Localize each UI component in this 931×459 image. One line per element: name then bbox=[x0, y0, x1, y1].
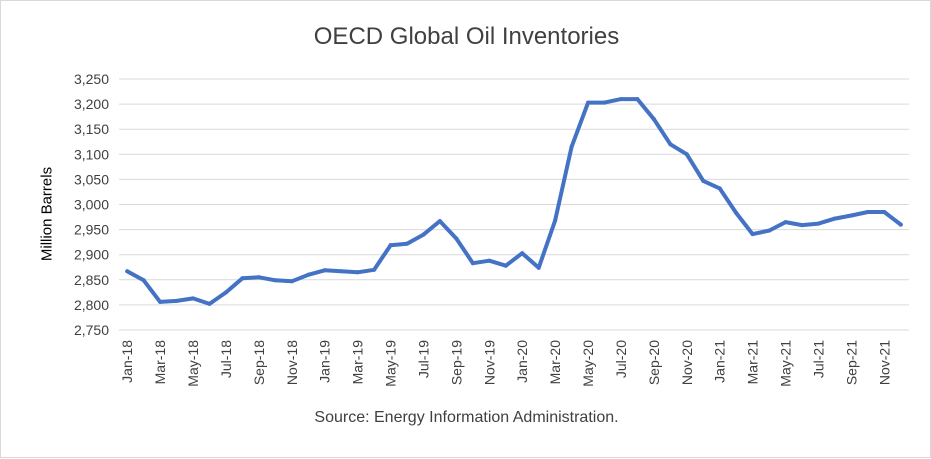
y-tick-label: 3,200 bbox=[74, 96, 109, 112]
y-tick-label: 3,000 bbox=[74, 197, 109, 213]
data-point bbox=[503, 263, 508, 268]
data-point bbox=[898, 222, 903, 227]
y-tick-label: 2,950 bbox=[74, 222, 109, 238]
x-tick-label: Sep-19 bbox=[448, 340, 464, 385]
data-point bbox=[273, 278, 278, 283]
data-point bbox=[684, 152, 689, 157]
x-tick-label: Jul-20 bbox=[613, 340, 629, 378]
x-tick-label: Mar-19 bbox=[350, 340, 366, 385]
y-tick-label: 3,150 bbox=[74, 121, 109, 137]
data-point bbox=[322, 268, 327, 273]
x-tick-label: May-20 bbox=[580, 340, 596, 387]
y-tick-labels: 2,750 2,800 2,850 2,900 2,950 3,000 3,050 3,100… bbox=[74, 71, 109, 338]
data-point bbox=[421, 232, 426, 237]
x-tick-label: Jan-20 bbox=[514, 340, 530, 383]
x-tick-label: Mar-21 bbox=[745, 340, 761, 385]
data-point bbox=[586, 100, 591, 105]
x-tick-label: May-21 bbox=[778, 340, 794, 387]
data-point bbox=[701, 178, 706, 183]
data-point bbox=[602, 100, 607, 105]
data-point bbox=[717, 186, 722, 191]
x-tick-label: Jul-19 bbox=[415, 340, 431, 378]
data-point bbox=[240, 276, 245, 281]
y-tick-label: 2,800 bbox=[74, 297, 109, 313]
data-point bbox=[800, 223, 805, 228]
data-point bbox=[339, 269, 344, 274]
data-point bbox=[865, 210, 870, 215]
data-point bbox=[569, 144, 574, 149]
data-point bbox=[734, 211, 739, 216]
x-tick-label: Nov-18 bbox=[284, 340, 300, 385]
data-point bbox=[372, 267, 377, 272]
data-point bbox=[207, 301, 212, 306]
x-tick-label: Nov-20 bbox=[679, 340, 695, 385]
data-point bbox=[158, 299, 163, 304]
x-tick-label: Sep-18 bbox=[251, 340, 267, 385]
x-tick-label: Nov-21 bbox=[876, 340, 892, 385]
y-tick-label: 3,250 bbox=[74, 71, 109, 87]
y-tick-label: 2,750 bbox=[74, 322, 109, 338]
data-point bbox=[174, 298, 179, 303]
data-point bbox=[767, 228, 772, 233]
data-point bbox=[651, 117, 656, 122]
x-tick-label: Jul-18 bbox=[218, 340, 234, 378]
data-point bbox=[405, 241, 410, 246]
data-point bbox=[668, 142, 673, 147]
data-point bbox=[355, 270, 360, 275]
data-point bbox=[437, 219, 442, 224]
data-point bbox=[470, 261, 475, 266]
x-tick-label: May-18 bbox=[185, 340, 201, 387]
x-tick-label: Jul-21 bbox=[810, 340, 826, 378]
data-point bbox=[289, 279, 294, 284]
data-point bbox=[191, 296, 196, 301]
data-point bbox=[487, 258, 492, 263]
data-point bbox=[816, 221, 821, 226]
data-point bbox=[750, 232, 755, 237]
y-tick-label: 2,850 bbox=[74, 272, 109, 288]
y-tick-label: 3,050 bbox=[74, 171, 109, 187]
x-tick-label: Sep-20 bbox=[646, 340, 662, 385]
data-point bbox=[832, 216, 837, 221]
data-point bbox=[223, 290, 228, 295]
data-point bbox=[256, 275, 261, 280]
y-tick-label: 2,900 bbox=[74, 247, 109, 263]
data-point bbox=[520, 251, 525, 256]
data-point bbox=[388, 243, 393, 248]
data-point bbox=[141, 278, 146, 283]
x-tick-label: May-19 bbox=[383, 340, 399, 387]
x-tick-labels: Jan-18 Mar-18 May-18 Jul-18 Sep-18 Nov-18 Jan-… bbox=[119, 340, 892, 387]
data-point bbox=[454, 236, 459, 241]
x-tick-label: Jan-19 bbox=[317, 340, 333, 383]
x-tick-label: Jan-18 bbox=[119, 340, 135, 383]
data-point bbox=[849, 213, 854, 218]
x-tick-label: Mar-20 bbox=[547, 340, 563, 385]
data-point bbox=[306, 272, 311, 277]
data-point bbox=[635, 97, 640, 102]
series-group bbox=[125, 97, 903, 306]
x-tick-label: Sep-21 bbox=[843, 340, 859, 385]
data-point bbox=[536, 265, 541, 270]
y-tick-label: 3,100 bbox=[74, 146, 109, 162]
series-line bbox=[125, 97, 903, 306]
x-tick-label: Jan-21 bbox=[712, 340, 728, 383]
chart-title: OECD Global Oil Inventories bbox=[313, 23, 620, 50]
x-tick-label: Mar-18 bbox=[152, 340, 168, 385]
data-point bbox=[882, 210, 887, 215]
data-point bbox=[553, 218, 558, 223]
gridlines bbox=[119, 78, 909, 331]
x-tick-label: Nov-19 bbox=[481, 340, 497, 385]
data-point bbox=[783, 220, 788, 225]
source-note: Source: Energy Information Administratio… bbox=[314, 409, 619, 426]
data-point bbox=[618, 97, 623, 102]
data-point bbox=[125, 269, 130, 274]
